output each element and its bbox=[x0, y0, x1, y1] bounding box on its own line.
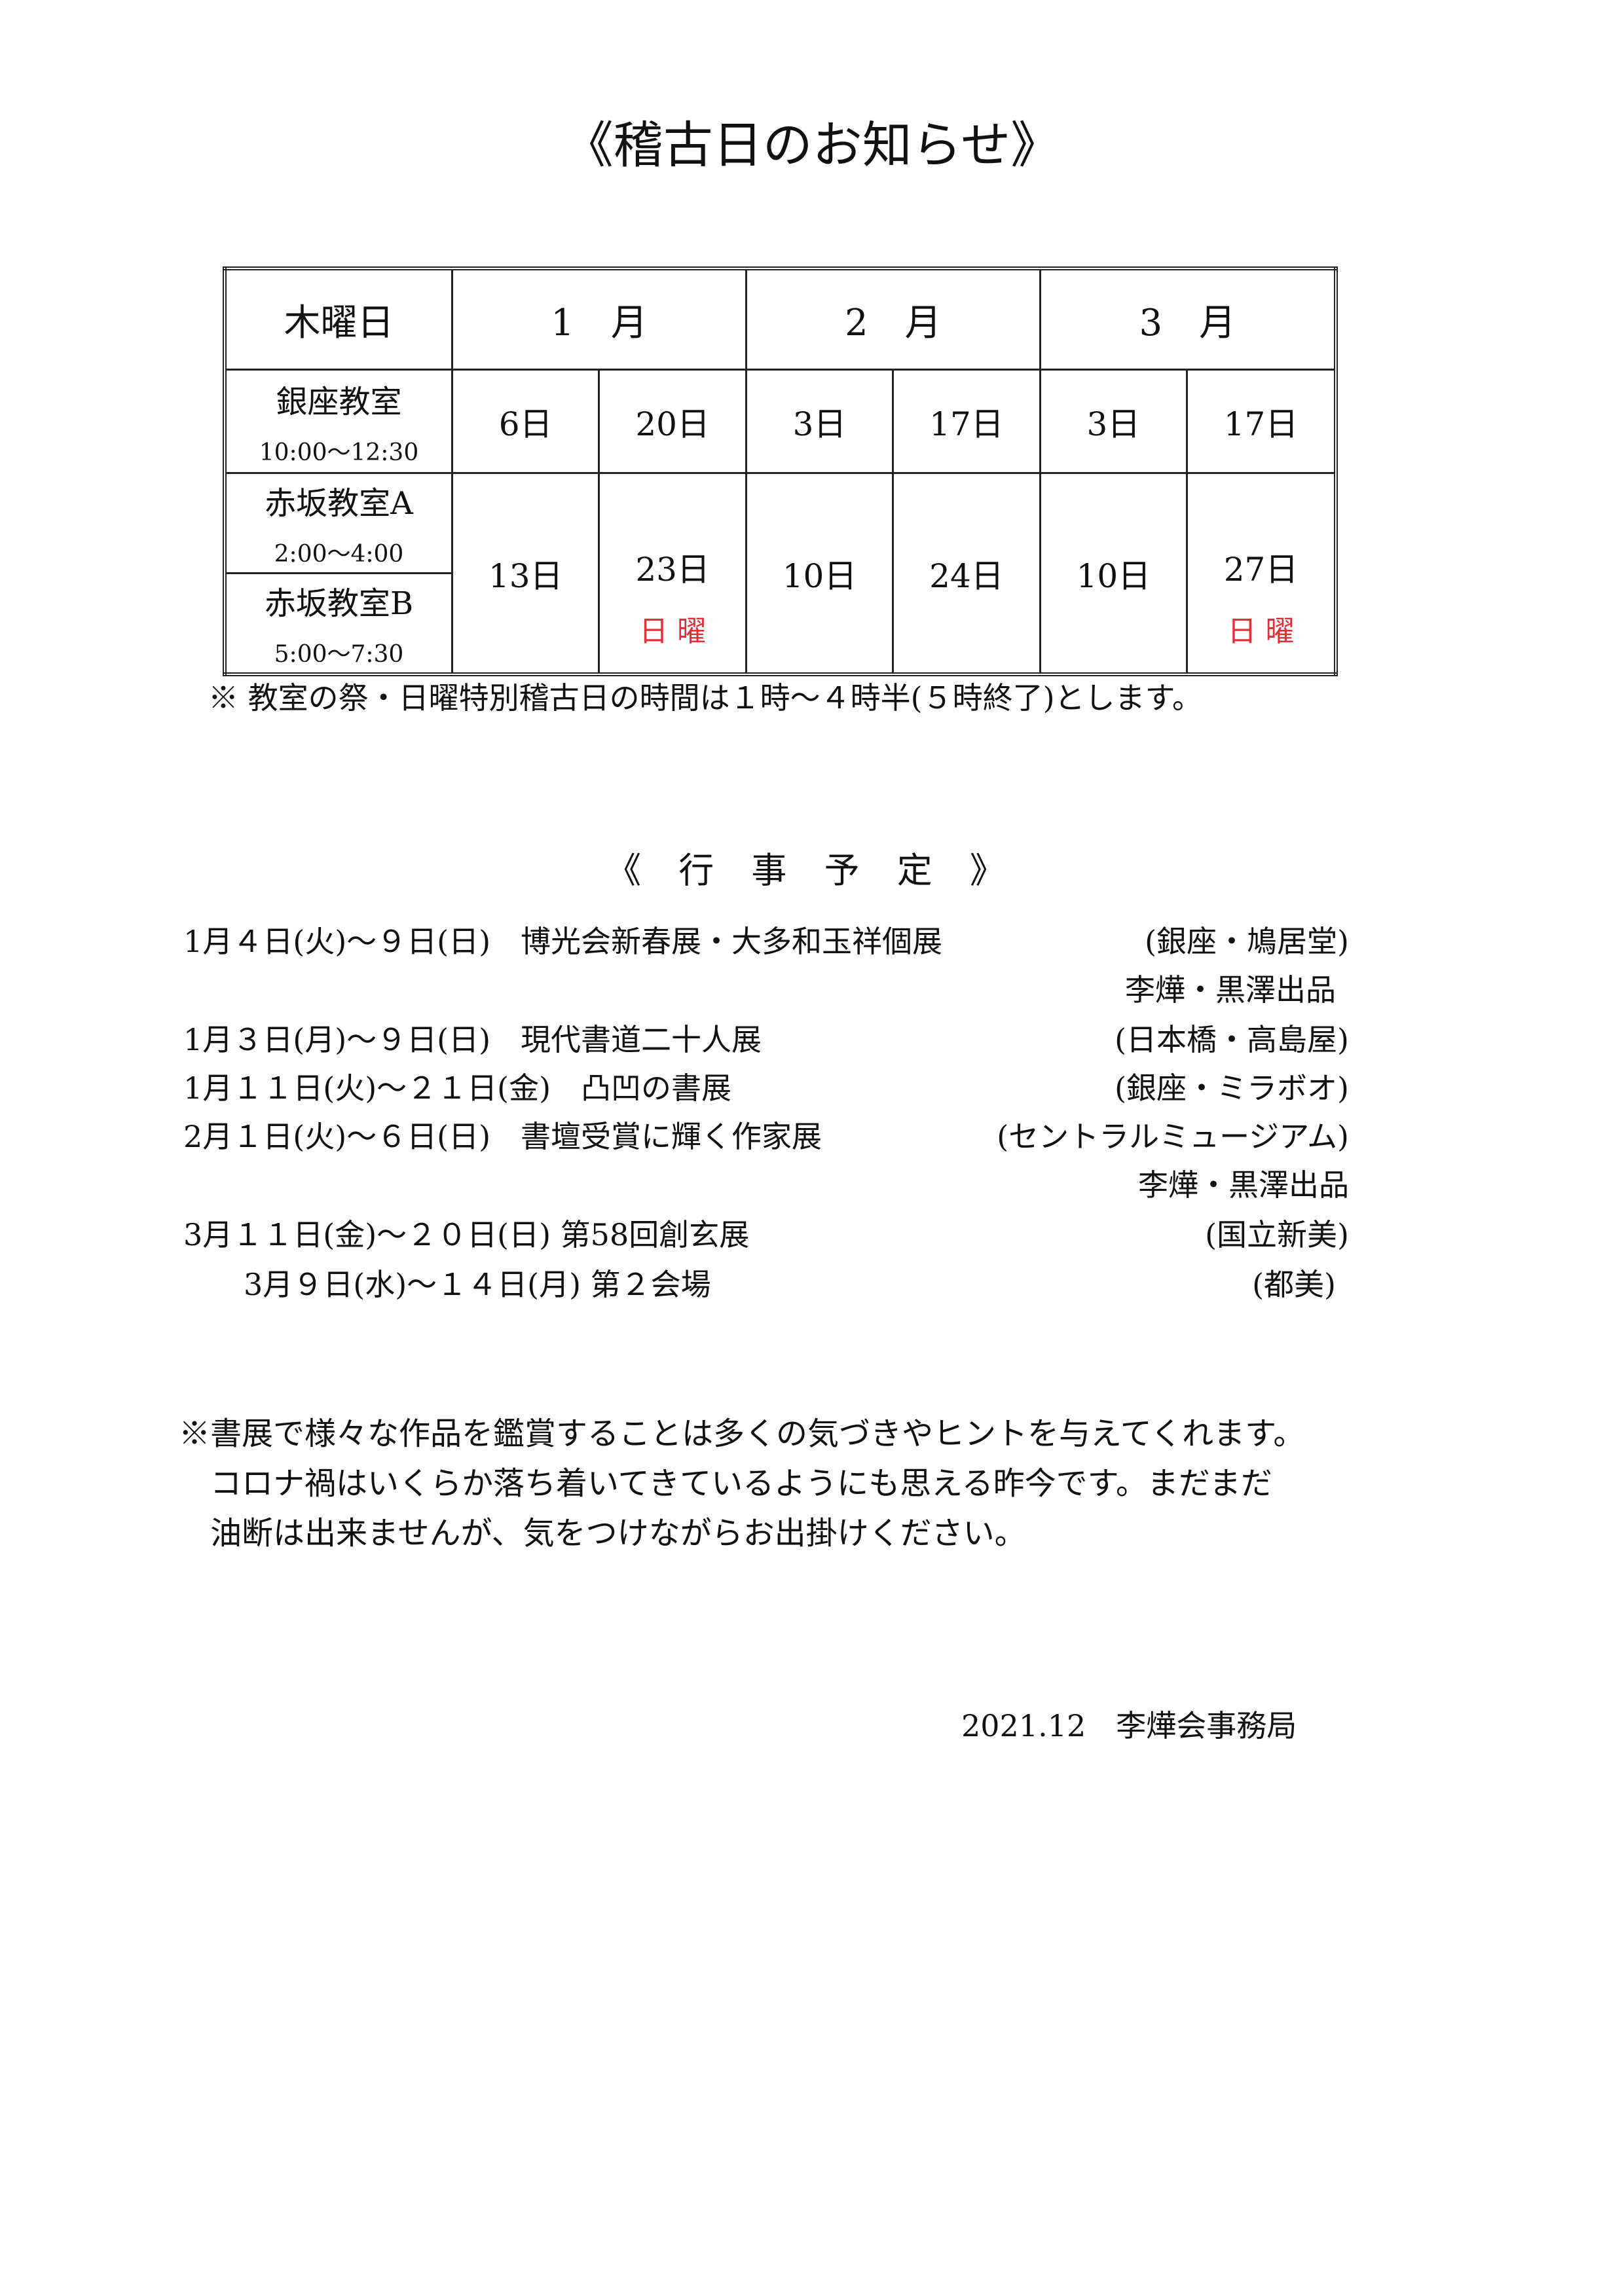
event-date: 1月４日(火)〜９日(日) 博光会新春展・大多和玉祥個展 bbox=[183, 924, 943, 959]
date-cell: 10日 bbox=[745, 472, 895, 676]
date-text: 10日 bbox=[782, 556, 857, 595]
date-cell: 3日 bbox=[745, 369, 895, 474]
date-cell: 23日日 曜 bbox=[598, 472, 747, 676]
event-row: 3月９日(水)〜１４日(月) 第２会場 (都美) bbox=[183, 1261, 1349, 1302]
page-title: 《稽古日のお知らせ》 bbox=[563, 116, 1061, 174]
sunday-label: 日 曜 bbox=[1227, 614, 1295, 648]
classroom-time: 2:00〜4:00 bbox=[274, 541, 404, 568]
date-cell: 10日 bbox=[1039, 472, 1189, 676]
event-row: 1月１１日(火)〜２１日(金) 凸凹の書展 (銀座・ミラボオ) bbox=[183, 1065, 1349, 1106]
schedule-table: 木曜日 1 月 2 月 3 月 銀座教室 10:00〜12:30 6日 20日 … bbox=[223, 266, 1338, 676]
month-header: 3 月 bbox=[1039, 267, 1337, 371]
event-row: 3月１１日(金)〜２０日(日) 第58回創玄展 (国立新美) bbox=[183, 1211, 1349, 1252]
event-place: (銀座・ミラボオ) bbox=[1115, 1070, 1349, 1106]
message-line: コロナ禍はいくらか落ち着いてきているようにも思える昨今です。まだまだ bbox=[179, 1465, 1272, 1502]
signature: 2021.12 李燁会事務局 bbox=[961, 1708, 1297, 1743]
akasaka-a-row: 赤坂教室A 2:00〜4:00 13日 23日日 曜 10日 24日 10日 2… bbox=[223, 472, 1337, 676]
akasaka-b-row: 赤坂教室B 5:00〜7:30 bbox=[223, 572, 1336, 676]
classroom-name: 赤坂教室B bbox=[264, 585, 414, 622]
date-cell: 13日 bbox=[451, 472, 600, 676]
classroom-time: 5:00〜7:30 bbox=[274, 641, 404, 668]
event-date: 2月１日(火)〜６日(日) 書壇受賞に輝く作家展 bbox=[183, 1119, 822, 1154]
ginza-row: 銀座教室 10:00〜12:30 6日 20日 3日 17日 3日 17日 bbox=[223, 369, 1337, 474]
event-exhibitors: 李燁・黒澤出品 bbox=[1138, 1167, 1349, 1203]
month-header: 1 月 bbox=[451, 267, 747, 371]
event-date: 3月１１日(金)〜２０日(日) 第58回創玄展 bbox=[183, 1217, 750, 1252]
events-title: 《 行 事 予 定 》 bbox=[606, 850, 1018, 891]
event-row: 1月３日(月)〜９日(日) 現代書道二十人展 (日本橋・高島屋) bbox=[183, 1016, 1349, 1057]
event-place: (日本橋・高島屋) bbox=[1115, 1022, 1349, 1057]
event-exhibitors: 李燁・黒澤出品 bbox=[1125, 972, 1336, 1008]
date-text: 10日 bbox=[1076, 556, 1151, 595]
event-place: (銀座・鳩居堂) bbox=[1145, 924, 1349, 959]
event-date: 1月３日(月)〜９日(日) 現代書道二十人展 bbox=[183, 1022, 762, 1057]
message-line: 油断は出来ませんが、気をつけながらお出掛けください。 bbox=[179, 1515, 1026, 1552]
month-header: 2 月 bbox=[745, 267, 1041, 371]
schedule-note: ※ 教室の祭・日曜特別稽古日の時間は１時〜４時半(５時終了)とします。 bbox=[208, 680, 1202, 716]
ginza-label: 銀座教室 10:00〜12:30 bbox=[223, 369, 453, 474]
event-place: (セントラルミュージアム) bbox=[997, 1119, 1349, 1154]
akasaka-a-label: 赤坂教室A 2:00〜4:00 bbox=[223, 472, 453, 574]
date-cell: 17日 bbox=[892, 369, 1041, 474]
classroom-name: 赤坂教室A bbox=[265, 485, 413, 522]
date-cell: 17日 bbox=[1186, 369, 1337, 474]
event-date: 1月１１日(火)〜２１日(金) 凸凹の書展 bbox=[183, 1070, 732, 1106]
date-cell: 27日日 曜 bbox=[1186, 472, 1337, 676]
date-text: 24日 bbox=[929, 556, 1004, 595]
message-line: ※書展で様々な作品を鑑賞することは多くの気づきやヒントを与えてくれます。 bbox=[179, 1415, 1305, 1452]
event-row: 2月１日(火)〜６日(日) 書壇受賞に輝く作家展 (セントラルミュージアム) bbox=[183, 1113, 1349, 1154]
event-row: 李燁・黒澤出品 bbox=[183, 1161, 1349, 1203]
date-cell: 6日 bbox=[451, 369, 600, 474]
date-cell: 3日 bbox=[1039, 369, 1189, 474]
date-cell: 24日 bbox=[892, 472, 1041, 676]
event-date: 3月９日(水)〜１４日(月) 第２会場 bbox=[183, 1267, 711, 1302]
weekday-header: 木曜日 bbox=[223, 267, 453, 371]
date-text: 27日 bbox=[1223, 550, 1299, 589]
date-cell: 20日 bbox=[598, 369, 747, 474]
classroom-time: 10:00〜12:30 bbox=[259, 439, 419, 466]
header-row: 木曜日 1 月 2 月 3 月 bbox=[223, 267, 1337, 371]
event-row: 1月４日(火)〜９日(日) 博光会新春展・大多和玉祥個展 (銀座・鳩居堂) bbox=[183, 918, 1349, 959]
akasaka-b-label: 赤坂教室B 5:00〜7:30 bbox=[223, 572, 453, 676]
date-text: 13日 bbox=[488, 556, 563, 595]
date-text: 23日 bbox=[635, 550, 710, 589]
event-place: (国立新美) bbox=[1205, 1217, 1349, 1252]
event-row: 李燁・黒澤出品 bbox=[183, 966, 1349, 1008]
sunday-label: 日 曜 bbox=[639, 614, 707, 648]
classroom-name: 銀座教室 bbox=[276, 383, 402, 420]
event-place: (都美) bbox=[1252, 1267, 1336, 1302]
